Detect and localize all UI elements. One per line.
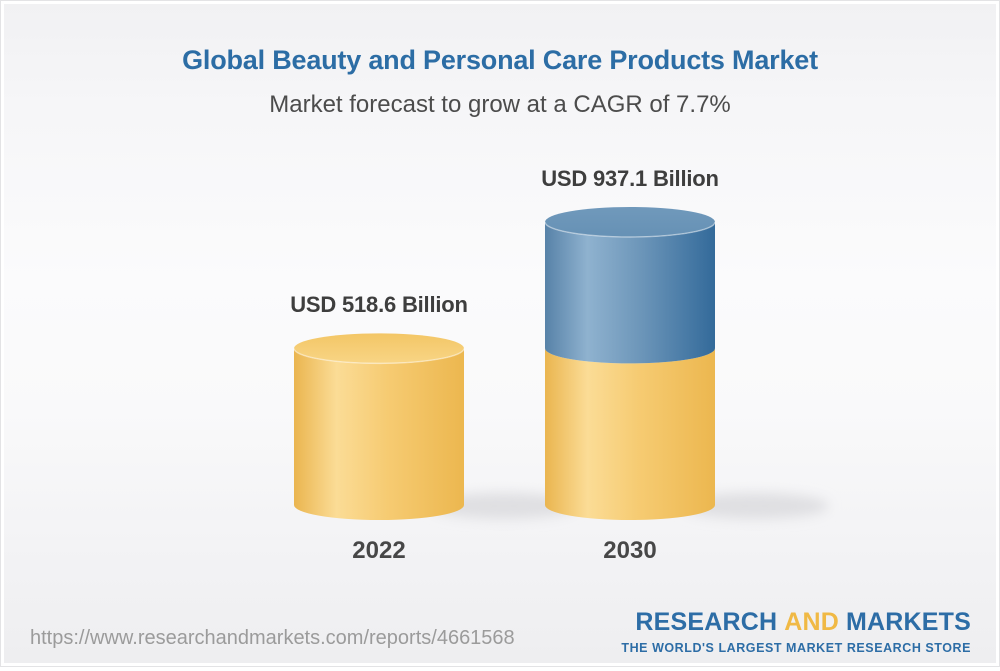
logo-word-markets: MARKETS [845,608,971,636]
bar-shadow [681,493,829,519]
card-background: Global Beauty and Personal Care Products… [4,4,996,663]
growth-segment [545,222,715,364]
logo-wordmark: RESEARCH AND MARKETS [621,608,971,637]
logo-word-and: AND [784,608,839,636]
bar-shadow [430,493,578,519]
cylinder-top-face [294,333,464,364]
axis-label-2022: 2022 [352,537,406,564]
logo-tagline: THE WORLD'S LARGEST MARKET RESEARCH STOR… [621,641,971,655]
report-url: https://www.researchandmarkets.com/repor… [30,627,515,649]
bar-2022-cylinder [293,333,578,520]
cylinder-rim-highlight [293,348,465,365]
cylinder-rim-highlight [544,221,716,238]
chart-title: Global Beauty and Personal Care Products… [182,45,818,75]
base-segment [294,348,464,520]
chart-subtitle: Market forecast to grow at a CAGR of 7.7… [269,91,731,118]
axis-label-2030: 2030 [603,537,657,564]
cylinder-bar-chart [293,207,829,520]
base-segment [545,348,715,520]
research-and-markets-logo: RESEARCH AND MARKETS THE WORLD'S LARGEST M… [621,608,971,655]
logo-word-research: RESEARCH [635,608,778,636]
bar-2030-cylinder [544,207,829,520]
value-label-2030: USD 937.1 Billion [541,166,719,191]
cylinder-top-face [545,207,715,237]
value-label-2022: USD 518.6 Billion [290,292,468,318]
